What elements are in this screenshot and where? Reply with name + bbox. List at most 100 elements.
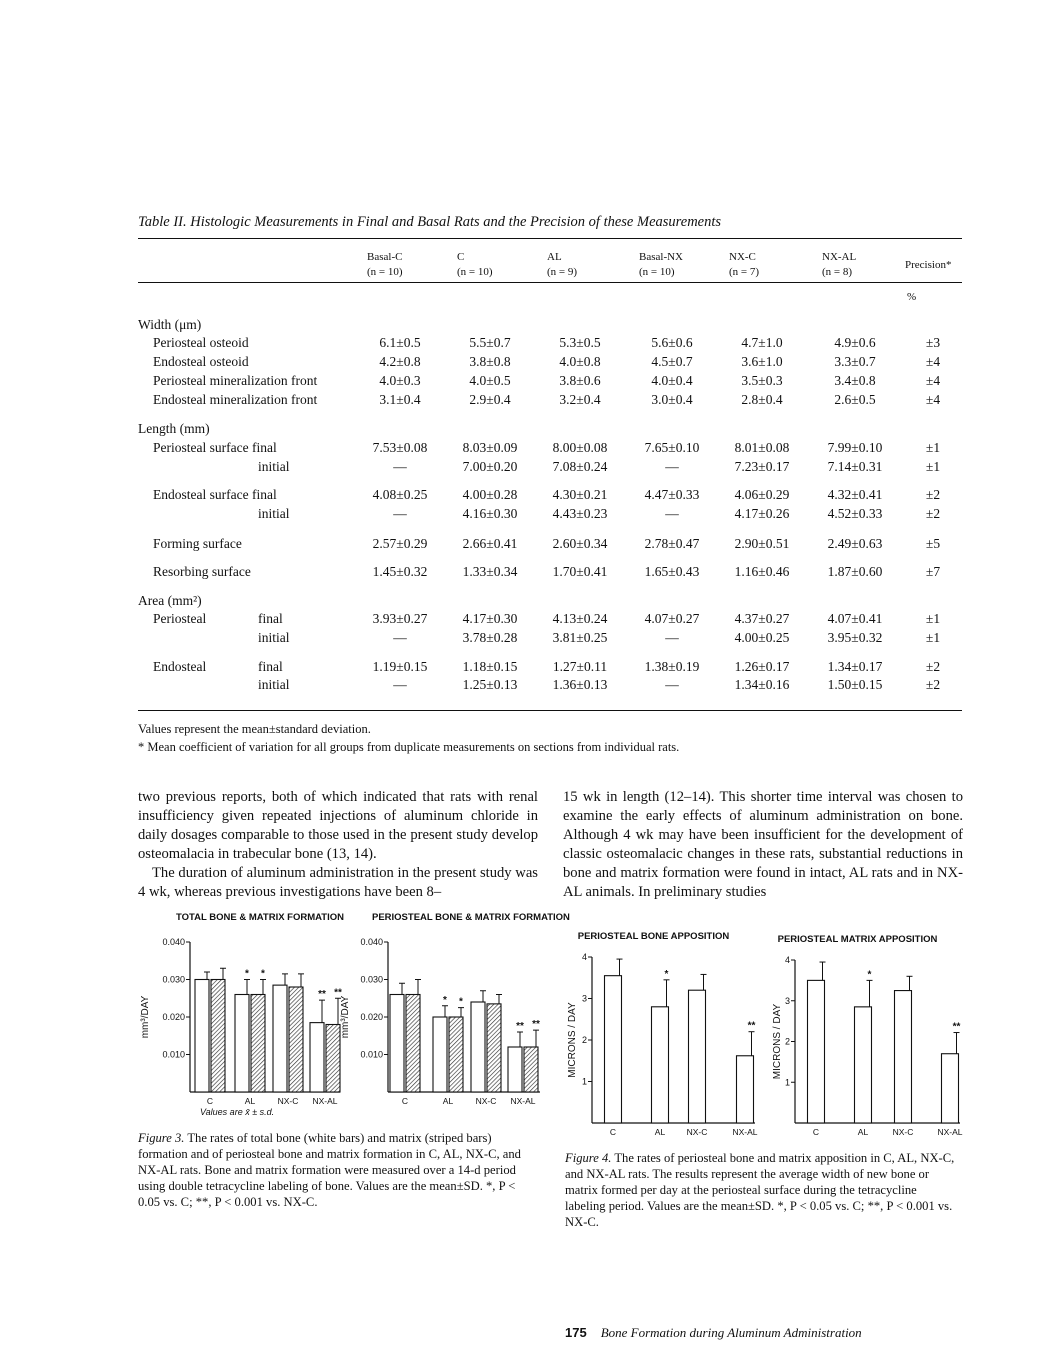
row-label: Length (mm) bbox=[138, 421, 210, 436]
table-row: Periosteal final 3.93±0.27 4.17±0.30 4.13±0.… bbox=[138, 611, 968, 630]
table-cell: 1.65±0.43 bbox=[644, 564, 700, 579]
table-cell: 4.07±0.27 bbox=[644, 611, 700, 626]
table-cell: ±2 bbox=[925, 659, 941, 674]
significance-marker: * bbox=[459, 997, 463, 1008]
table-cell: 3.6±1.0 bbox=[741, 354, 783, 369]
y-axis-label: MICRONS / DAY bbox=[567, 1002, 578, 1078]
table-row: Endosteal mineralization front 3.1±0.4 2.9… bbox=[138, 392, 968, 411]
table-cell: ±1 bbox=[925, 611, 941, 626]
column-n: (n = 8) bbox=[822, 266, 853, 278]
table-row: Endosteal surface final 4.08±0.25 4.00±0.2… bbox=[138, 487, 968, 506]
table-cell: — bbox=[665, 677, 679, 692]
table-row: Periosteal osteoid 6.1±0.5 5.5±0.7 5.3±0.5 5… bbox=[138, 335, 968, 354]
table-cell: 8.03±0.09 bbox=[462, 440, 518, 455]
table-cell: 7.14±0.31 bbox=[827, 459, 883, 474]
table-cell: ±2 bbox=[925, 506, 941, 521]
y-tick-label: 4 bbox=[785, 955, 790, 965]
x-tick-label: AL bbox=[655, 1127, 666, 1137]
column-name: Basal-NX bbox=[639, 251, 683, 263]
bar-nx-c bbox=[288, 986, 304, 1093]
significance-marker: * bbox=[261, 969, 265, 980]
table-cell: 3.78±0.28 bbox=[462, 630, 518, 645]
table-row: initial — 3.78±0.28 3.81±0.25 — 4.00±0.25 3.95… bbox=[138, 630, 968, 649]
column-header: AL (n = 9) bbox=[547, 250, 577, 280]
column-name: Basal-C bbox=[367, 251, 403, 263]
row-label: Area (mm²) bbox=[138, 593, 202, 608]
significance-marker: ** bbox=[334, 987, 342, 998]
table-cell: 3.8±0.6 bbox=[559, 373, 601, 388]
column-header: NX-AL (n = 8) bbox=[822, 250, 856, 280]
table-cell: 1.34±0.17 bbox=[827, 659, 883, 674]
table-cell: ±1 bbox=[925, 630, 941, 645]
bar-al bbox=[650, 1006, 670, 1124]
table-cell: 3.95±0.32 bbox=[827, 630, 883, 645]
chart-title: PERIOSTEAL BONE & MATRIX FORMATION bbox=[372, 912, 570, 923]
table-cell: 7.00±0.20 bbox=[462, 459, 518, 474]
significance-marker: * bbox=[868, 969, 872, 980]
table-cell: 4.17±0.30 bbox=[462, 611, 518, 626]
y-tick-label: 0.030 bbox=[360, 975, 383, 985]
bar-c bbox=[405, 993, 421, 1093]
table-cell: 1.38±0.19 bbox=[644, 659, 700, 674]
bar-c bbox=[389, 993, 405, 1093]
table-cell: 2.90±0.51 bbox=[734, 536, 790, 551]
y-tick-label: 2 bbox=[582, 1035, 587, 1045]
table-cell: 1.27±0.11 bbox=[552, 659, 608, 674]
table-row: initial — 7.00±0.20 7.08±0.24 — 7.23±0.17 7.14… bbox=[138, 459, 968, 478]
running-title: Bone Formation during Aluminum Administr… bbox=[600, 1325, 862, 1340]
table-cell: 4.07±0.41 bbox=[827, 611, 883, 626]
column-name: NX-C bbox=[729, 251, 756, 263]
caption-text: The rates of periosteal bone and matrix … bbox=[565, 1151, 955, 1229]
x-tick-label: NX-AL bbox=[510, 1096, 535, 1106]
figure-3-caption: Figure 3. The rates of total bone (white… bbox=[138, 1130, 523, 1210]
table-cell: 3.2±0.4 bbox=[559, 392, 601, 407]
table-cell: ±3 bbox=[925, 335, 941, 350]
table-cell: 1.25±0.13 bbox=[462, 677, 518, 692]
table-cell: ±7 bbox=[925, 564, 941, 579]
bar-nx-c bbox=[486, 1003, 502, 1093]
table-cell: — bbox=[665, 630, 679, 645]
table-footnote: * Mean coefficient of variation for all … bbox=[138, 740, 680, 754]
bar-nx-al bbox=[523, 1046, 539, 1093]
bar-al bbox=[234, 993, 250, 1093]
column-name: AL bbox=[547, 251, 562, 263]
paragraph: two previous reports, both of which indi… bbox=[138, 789, 538, 862]
y-axis-label: mm³/DAY bbox=[140, 995, 151, 1038]
table-section-header: Width (μm) bbox=[138, 317, 968, 336]
table-cell: 4.9±0.6 bbox=[834, 335, 876, 350]
row-label: initial bbox=[258, 459, 290, 474]
table-cell: 7.23±0.17 bbox=[734, 459, 790, 474]
row-label: Periosteal bbox=[153, 611, 207, 626]
table-cell: 4.5±0.7 bbox=[651, 354, 693, 369]
chart-title: PERIOSTEAL MATRIX APPOSITION bbox=[778, 934, 938, 945]
table-cell: 4.37±0.27 bbox=[734, 611, 790, 626]
table-cell: 7.99±0.10 bbox=[827, 440, 883, 455]
bar-nx-al bbox=[735, 1055, 755, 1124]
column-n: (n = 9) bbox=[547, 266, 578, 278]
table-cell: — bbox=[393, 630, 407, 645]
table-cell: ±4 bbox=[925, 354, 941, 369]
table-row: Endosteal final 1.19±0.15 1.18±0.15 1.27±0.1… bbox=[138, 659, 968, 678]
table-cell: 1.26±0.17 bbox=[734, 659, 790, 674]
body-right-column: 15 wk in length (12–14). This shorter ti… bbox=[563, 788, 963, 902]
table-cell: 2.6±0.5 bbox=[834, 392, 876, 407]
bar-al bbox=[250, 993, 266, 1093]
y-tick-label: 1 bbox=[785, 1077, 790, 1087]
table-header-rule bbox=[138, 282, 962, 283]
table-cell: 8.00±0.08 bbox=[552, 440, 608, 455]
row-sublabel: final bbox=[258, 611, 283, 626]
x-tick-label: NX-C bbox=[476, 1096, 497, 1106]
column-n: (n = 10) bbox=[457, 266, 493, 278]
y-tick-label: 0.030 bbox=[162, 975, 185, 985]
x-tick-label: NX-AL bbox=[937, 1127, 962, 1137]
x-tick-label: C bbox=[402, 1096, 408, 1106]
table-row: Periosteal surface final 7.53±0.08 8.03±0.… bbox=[138, 440, 968, 459]
table-cell: — bbox=[665, 459, 679, 474]
table-cell: 4.0±0.8 bbox=[559, 354, 601, 369]
column-name: NX-AL bbox=[822, 251, 857, 263]
table-cell: 8.01±0.08 bbox=[734, 440, 790, 455]
table-row: Periosteal mineralization front 4.0±0.3 4.… bbox=[138, 373, 968, 392]
table-cell: 2.57±0.29 bbox=[372, 536, 428, 551]
bar-al bbox=[432, 1016, 448, 1093]
